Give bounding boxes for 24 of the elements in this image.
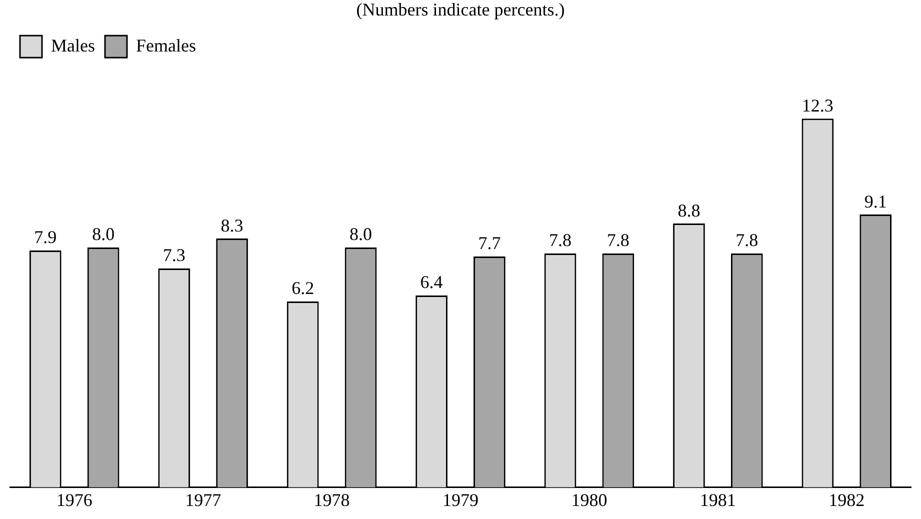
legend-label: Females — [136, 35, 196, 56]
data-label: 8.0 — [349, 224, 372, 244]
x-tick-label: 1976 — [56, 490, 92, 510]
data-label: 7.3 — [162, 245, 186, 266]
data-label: 7.8 — [549, 230, 572, 250]
data-label: 7.8 — [736, 230, 758, 250]
x-tick-label: 1982 — [828, 490, 865, 510]
x-tick-label: 1978 — [314, 490, 350, 510]
data-label: 8.3 — [220, 215, 244, 236]
data-label: 8.0 — [92, 224, 115, 244]
data-label: 7.9 — [34, 227, 57, 248]
data-label: 8.8 — [678, 200, 700, 220]
data-label: 6.4 — [420, 272, 443, 292]
x-tick-label: 1981 — [700, 490, 736, 510]
data-label: 6.2 — [292, 278, 314, 298]
x-tick-label: 1979 — [442, 490, 478, 510]
x-tick-label: 1977 — [185, 490, 222, 510]
x-tick-label: 1980 — [571, 490, 608, 510]
chart-subtitle: (Numbers indicate percents.) — [356, 0, 565, 20]
data-label: 12.3 — [802, 95, 834, 116]
data-label: 7.8 — [606, 230, 630, 250]
legend-label: Males — [51, 35, 95, 56]
data-label: 7.7 — [478, 233, 501, 254]
data-label: 9.1 — [864, 191, 887, 212]
